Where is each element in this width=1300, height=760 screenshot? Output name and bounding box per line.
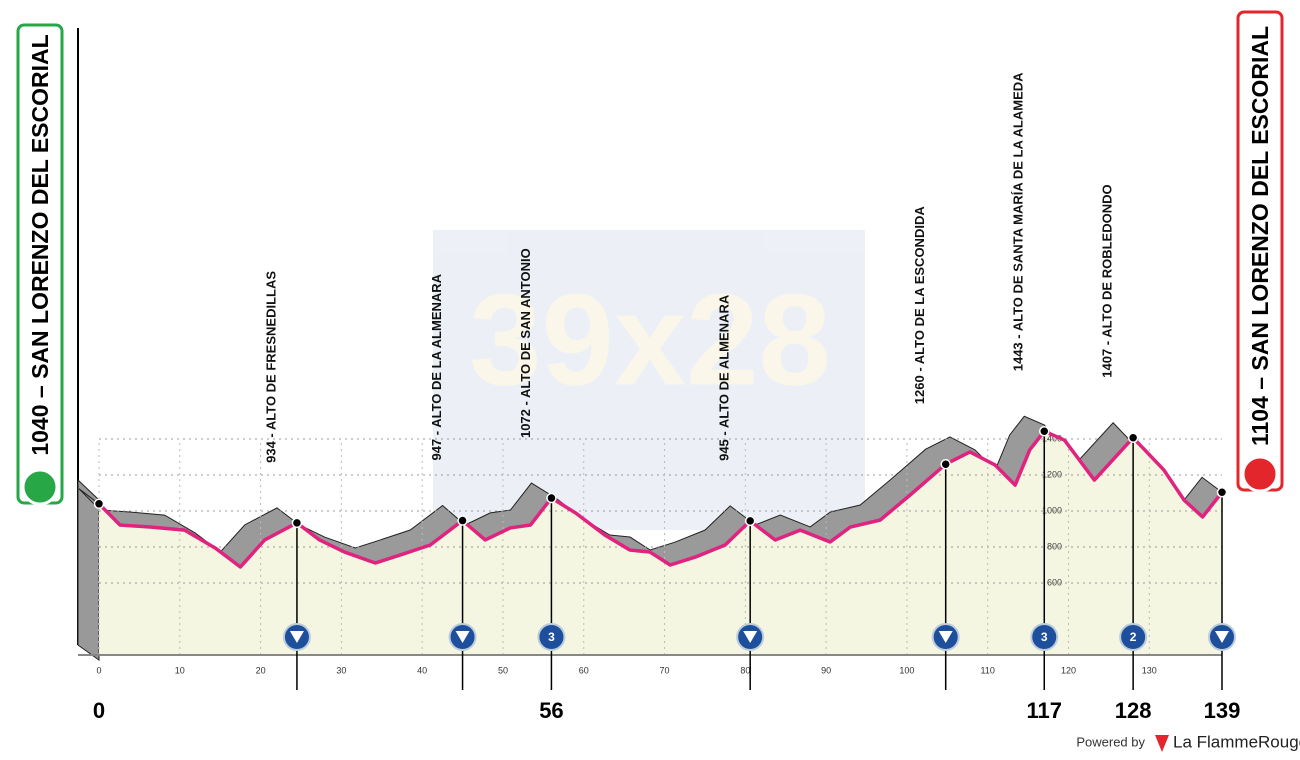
x-tick-label: 70 bbox=[660, 665, 670, 675]
start-box: 1040 – SAN LORENZO DEL ESCORIAL bbox=[16, 23, 64, 506]
brand-logo bbox=[1155, 735, 1169, 752]
km-label: 139 bbox=[1204, 698, 1241, 723]
marker-triangle bbox=[289, 631, 304, 643]
marker-triangle bbox=[455, 631, 470, 643]
finish-box: 1104 – SAN LORENZO DEL ESCORIAL bbox=[1236, 10, 1284, 493]
x-tick-label: 110 bbox=[981, 665, 995, 675]
marker-dot bbox=[546, 492, 557, 504]
footer-powered: Powered by bbox=[1076, 734, 1145, 749]
marker-badge bbox=[1119, 623, 1148, 651]
marker-dot bbox=[1039, 426, 1050, 437]
climb-label: 1260 - ALTO DE LA ESCONDIDA bbox=[912, 206, 927, 405]
climb-label: 1072 - ALTO DE SAN ANTONIO bbox=[518, 248, 533, 438]
climb-category: 3 bbox=[1041, 630, 1048, 644]
y-tick-label: 600 bbox=[1047, 577, 1062, 587]
climb-category: 3 bbox=[548, 630, 555, 644]
marker-triangle bbox=[938, 631, 953, 643]
km-label: 56 bbox=[539, 698, 563, 723]
start-dot bbox=[93, 498, 105, 510]
watermark-bg bbox=[433, 230, 865, 530]
marker-badge bbox=[1030, 623, 1059, 651]
x-tick-label: 30 bbox=[336, 665, 346, 675]
x-tick-label: 100 bbox=[899, 665, 914, 675]
climb-label: 947 - ALTO DE LA ALMENARA bbox=[429, 273, 444, 460]
watermark-text: 39x28 bbox=[469, 266, 831, 412]
finish-label: 1104 – SAN LORENZO DEL ESCORIAL bbox=[1247, 26, 1273, 446]
climb-label: 945 - ALTO DE ALMENARA bbox=[717, 294, 732, 461]
x-tick-label: 80 bbox=[740, 665, 750, 675]
x-tick-label: 40 bbox=[417, 665, 427, 675]
y-tick-label: 1000 bbox=[1042, 505, 1062, 515]
y-tick-label: 800 bbox=[1047, 541, 1062, 551]
x-tick-label: 10 bbox=[175, 665, 185, 675]
finish-icon bbox=[1241, 455, 1279, 493]
y-tick-label: 1400 bbox=[1042, 433, 1062, 443]
x-tick-label: 60 bbox=[579, 665, 589, 675]
start-icon bbox=[21, 468, 59, 506]
x-tick-label: 0 bbox=[96, 665, 101, 675]
marker-dot bbox=[1216, 487, 1228, 498]
marker-badge bbox=[537, 623, 566, 651]
x-tick-label: 90 bbox=[821, 665, 831, 675]
marker-dot bbox=[1127, 432, 1139, 443]
x-tick-label: 50 bbox=[498, 665, 508, 675]
watermark: MONTEROS 39x28 ALTIMETRÍAS bbox=[433, 230, 865, 530]
left-wall bbox=[77, 478, 100, 661]
km-label: 128 bbox=[1115, 698, 1152, 723]
y-tick-label: 1200 bbox=[1042, 469, 1062, 479]
marker-dot bbox=[940, 458, 951, 470]
x-tick-label: 120 bbox=[1061, 665, 1076, 675]
marker-triangle bbox=[1215, 631, 1229, 643]
watermark-text: MONTEROS bbox=[586, 242, 713, 267]
climb-category: 2 bbox=[1130, 630, 1137, 644]
start-label: 1040 – SAN LORENZO DEL ESCORIAL bbox=[27, 34, 53, 455]
marker-triangle bbox=[743, 631, 758, 643]
watermark-text: ALTIMETRÍAS bbox=[517, 440, 783, 485]
profile-line bbox=[97, 429, 1224, 569]
footer-brand: La FlammeRouge bbox=[1173, 732, 1300, 751]
marker-dot bbox=[291, 517, 303, 529]
km-label: 117 bbox=[1027, 698, 1063, 723]
climb-label: 934 - ALTO DE FRESNEDILLAS bbox=[263, 271, 278, 463]
km-label: 0 bbox=[93, 698, 105, 723]
x-tick-label: 130 bbox=[1142, 665, 1157, 675]
x-tick-label: 20 bbox=[256, 665, 266, 675]
profile-area bbox=[99, 431, 1222, 655]
marker-dot bbox=[457, 515, 468, 526]
climb-label: 1443 - ALTO DE SANTA MARÍA DE LA ALAMEDA bbox=[1011, 72, 1026, 371]
climb-label: 1407 - ALTO DE ROBLEDONDO bbox=[1100, 184, 1115, 377]
marker-dot bbox=[744, 515, 756, 527]
